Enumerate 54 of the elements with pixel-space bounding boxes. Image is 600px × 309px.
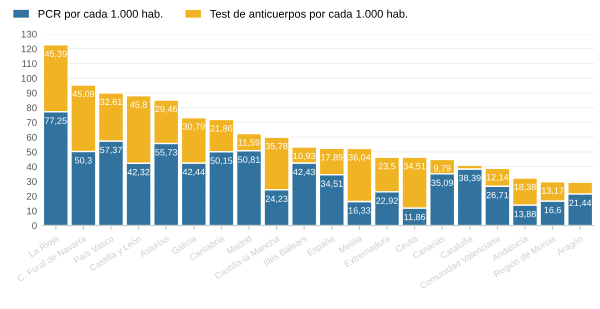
data-label: 11,86 xyxy=(404,214,426,222)
data-label: 57,37 xyxy=(100,146,122,154)
y-tick-label: 50 xyxy=(26,148,37,156)
y-tick-label: 40 xyxy=(26,163,37,170)
data-label: 16,33 xyxy=(348,207,370,215)
data-label: 21,44 xyxy=(569,200,592,208)
data-label: 50,3 xyxy=(74,157,92,165)
data-label: 45,09 xyxy=(72,90,94,98)
data-label: 45,8 xyxy=(130,101,147,109)
data-label: 42,43 xyxy=(293,168,316,176)
data-label: 30,79 xyxy=(182,123,205,131)
data-label: 42,44 xyxy=(182,168,205,176)
data-label: 34,51 xyxy=(404,162,426,170)
data-label: 29,46 xyxy=(155,106,178,114)
data-label: 35,09 xyxy=(431,180,454,188)
y-tick-label: 0 xyxy=(32,222,37,230)
data-label: 77,25 xyxy=(44,117,67,125)
data-label: 22,92 xyxy=(376,198,398,205)
data-label: 24,23 xyxy=(266,196,288,204)
data-label: 42,32 xyxy=(128,168,150,176)
data-label: 50,15 xyxy=(210,157,232,165)
data-label: 12,14 xyxy=(486,174,508,182)
y-tick-label: 130 xyxy=(22,30,37,38)
data-label: 17,89 xyxy=(321,154,343,162)
data-label: 34,51 xyxy=(320,180,343,188)
data-label: 11,59 xyxy=(238,139,260,147)
y-tick-label: 70 xyxy=(26,119,37,126)
data-label: 55,73 xyxy=(155,149,178,157)
legend-label: PCR por cada 1.000 hab. xyxy=(38,10,162,20)
data-label: 10,93 xyxy=(294,152,316,160)
y-tick-label: 30 xyxy=(26,178,37,185)
data-label: 50,81 xyxy=(238,156,260,164)
data-label: 18,38 xyxy=(514,184,536,192)
data-label: 45,39 xyxy=(44,50,67,58)
y-tick-label: 80 xyxy=(26,104,37,112)
data-label: 36,04 xyxy=(348,154,370,162)
data-label: 32,61 xyxy=(100,98,122,106)
y-tick-label: 120 xyxy=(22,45,37,52)
data-label: 26,71 xyxy=(486,192,508,200)
y-tick-label: 100 xyxy=(22,74,37,82)
y-tick-label: 10 xyxy=(27,208,37,214)
data-label: 16,6 xyxy=(544,206,561,214)
y-tick-label: 110 xyxy=(22,60,37,68)
data-label: 9,79 xyxy=(434,165,451,173)
y-tick-label: 60 xyxy=(26,134,37,141)
y-tick-label: 20 xyxy=(26,192,37,200)
y-tick-label: 90 xyxy=(26,90,37,97)
data-label: 35,78 xyxy=(266,142,288,150)
data-label: 13,17 xyxy=(542,187,564,195)
data-label: 21,86 xyxy=(210,125,232,133)
legend-label: Test de anticuerpos por cada 1.000 hab. xyxy=(210,10,408,20)
data-label: 13,88 xyxy=(514,210,536,218)
data-label: 38,39 xyxy=(458,174,481,182)
data-label: 23,5 xyxy=(378,162,396,170)
